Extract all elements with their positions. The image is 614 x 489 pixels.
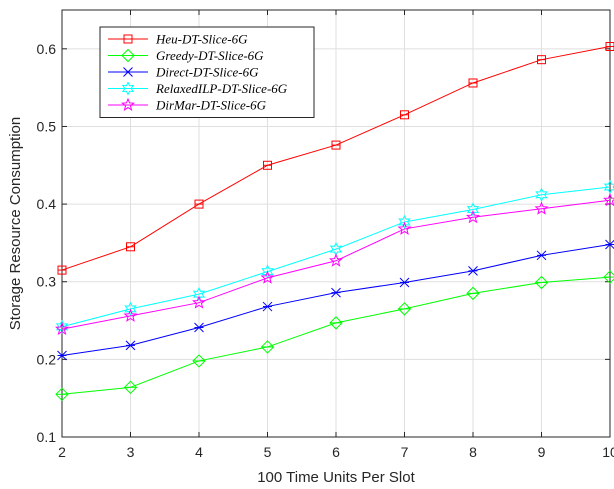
data-point <box>605 239 614 250</box>
legend-item: DirMar-DT-Slice-6G <box>108 98 267 113</box>
y-tick-label: 0.2 <box>37 351 57 367</box>
series-1 <box>57 41 614 275</box>
data-point <box>329 316 343 330</box>
legend-label: RelaxedILP-DT-Slice-6G <box>155 81 288 96</box>
data-point <box>191 295 207 309</box>
data-point <box>468 266 478 276</box>
x-tick-label: 5 <box>264 444 272 460</box>
series-2 <box>55 270 614 402</box>
legend-marker <box>123 34 133 44</box>
data-point <box>536 250 547 261</box>
y-tick-label: 0.6 <box>37 41 57 57</box>
data-point <box>399 277 410 288</box>
data-point <box>126 242 135 252</box>
data-point <box>535 187 548 202</box>
data-point <box>54 321 70 336</box>
data-point <box>534 275 549 290</box>
legend-item: Heu-DT-Slice-6G <box>108 32 248 47</box>
marker-diamond <box>534 275 549 290</box>
series-line <box>61 186 611 328</box>
x-tick-label: 10 <box>602 444 614 460</box>
data-point <box>466 202 480 217</box>
legend-marker <box>121 48 135 63</box>
data-point <box>605 41 614 51</box>
data-point <box>331 287 341 298</box>
series-3 <box>57 239 614 361</box>
y-tick-label: 0.4 <box>37 196 57 212</box>
data-point <box>260 270 275 284</box>
data-point <box>602 192 614 207</box>
data-point <box>465 209 481 224</box>
legend-marker <box>120 97 136 111</box>
data-point <box>400 110 409 120</box>
data-point <box>57 350 67 361</box>
axis-ticks: 2 3 4 5 6 7 8 9 10 0.1 0.2 0.3 0.4 0.5 0.6 <box>37 10 614 460</box>
data-point <box>55 319 69 334</box>
series-line <box>61 199 611 330</box>
data-point <box>194 199 204 209</box>
data-point <box>466 286 480 301</box>
y-tick-label: 0.5 <box>37 118 57 134</box>
marker-diamond <box>192 354 206 368</box>
data-point <box>260 340 275 354</box>
data-point <box>331 140 341 150</box>
legend-label: Direct-DT-Slice-6G <box>155 65 259 80</box>
x-tick-label: 9 <box>538 444 546 460</box>
data-point <box>262 301 273 312</box>
data-point <box>534 201 549 215</box>
data-point <box>123 308 138 322</box>
data-point <box>123 380 138 395</box>
data-point <box>192 354 206 368</box>
x-tick-label: 2 <box>58 444 66 460</box>
marker-diamond <box>329 316 343 330</box>
legend-label: Heu-DT-Slice-6G <box>155 32 248 47</box>
marker-diamond <box>55 387 69 402</box>
data-point <box>192 287 206 302</box>
y-tick-label: 0.1 <box>37 429 57 445</box>
data-point <box>328 253 344 267</box>
marker-diamond <box>397 302 412 316</box>
data-point <box>55 387 69 402</box>
legend-item: Direct-DT-Slice-6G <box>108 65 259 80</box>
x-axis-label: 100 Time Units Per Slot <box>257 469 415 486</box>
legend-item: Greedy-DT-Slice-6G <box>108 48 264 63</box>
legend-marker <box>123 67 133 77</box>
data-point <box>125 340 136 351</box>
marker-diamond <box>123 380 138 395</box>
legend-item: RelaxedILP-DT-Slice-6G <box>108 81 288 96</box>
data-point <box>124 301 137 317</box>
marker-diamond <box>466 286 480 301</box>
x-tick-label: 6 <box>332 444 340 460</box>
data-point <box>397 221 412 235</box>
data-point <box>468 78 478 88</box>
y-tick-label: 0.3 <box>37 274 57 290</box>
x-tick-label: 8 <box>469 444 477 460</box>
data-point <box>194 322 204 333</box>
x-tick-label: 3 <box>127 444 135 460</box>
legend-label: Greedy-DT-Slice-6G <box>156 48 264 63</box>
series-5 <box>54 192 614 336</box>
y-axis-label: Storage Resource Consumption <box>7 117 24 330</box>
x-tick-label: 4 <box>195 444 203 460</box>
marker-diamond <box>260 340 275 354</box>
legend-label: DirMar-DT-Slice-6G <box>155 98 267 113</box>
series-layer <box>54 41 614 402</box>
data-point <box>57 265 67 275</box>
data-point <box>263 160 272 170</box>
data-point <box>603 270 614 284</box>
data-point <box>397 302 412 316</box>
marker-diamond <box>121 48 135 63</box>
x-tick-label: 7 <box>401 444 409 460</box>
data-point <box>537 55 546 65</box>
marker-diamond <box>603 270 614 284</box>
data-point <box>398 214 411 230</box>
legend-marker <box>121 81 135 96</box>
